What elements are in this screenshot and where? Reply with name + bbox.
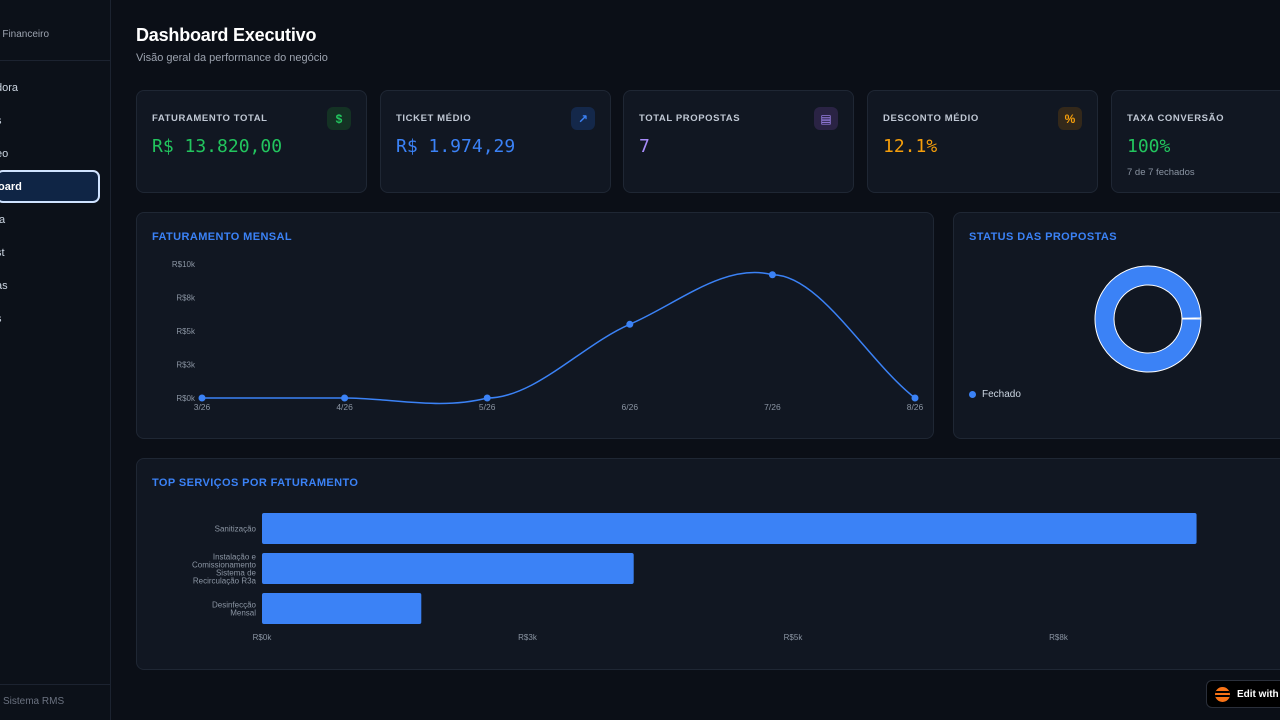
sidebar: e Financeiro dora s eo oard ta st as s S…: [0, 0, 111, 720]
page-title: Dashboard Executivo: [136, 25, 317, 45]
x-tick-label: 5/26: [479, 402, 496, 412]
sidebar-item-5[interactable]: ta: [0, 203, 100, 236]
x-tick-label: 3/26: [194, 402, 211, 412]
bar: [262, 513, 1197, 544]
bar: [262, 553, 634, 584]
data-point: [768, 271, 776, 279]
kpi-card-conversao: TAXA CONVERSÃO 100% 7 de 7 fechados: [1111, 90, 1280, 193]
data-point: [341, 394, 349, 402]
top-services-panel: TOP SERVIÇOS POR FATURAMENTO Sanitização…: [136, 458, 1280, 670]
x-tick-label: R$0k: [253, 633, 273, 642]
sidebar-item-label: dora: [0, 81, 19, 94]
sidebar-item-3[interactable]: eo: [0, 137, 100, 170]
kpi-value: R$ 1.974,29: [396, 136, 516, 157]
kpi-value: R$ 13.820,00: [152, 136, 283, 157]
x-tick-label: 7/26: [764, 402, 781, 412]
category-label-line: Desinfecção: [212, 601, 257, 610]
sidebar-item-8[interactable]: s: [0, 302, 100, 335]
y-tick-label: R$10k: [172, 260, 196, 269]
x-tick-label: 4/26: [336, 402, 353, 412]
sidebar-item-label: oard: [0, 180, 22, 193]
document-icon: ▤: [814, 107, 838, 130]
sidebar-item-dashboard[interactable]: oard: [0, 170, 100, 203]
percent-icon: %: [1058, 107, 1082, 130]
category-label-line: Mensal: [230, 609, 256, 618]
category-label-line: Instalação e: [213, 553, 257, 562]
x-tick-label: 8/26: [907, 402, 924, 412]
bar: [262, 593, 422, 624]
kpi-label: FATURAMENTO TOTAL: [152, 113, 268, 124]
kpi-card-propostas: TOTAL PROPOSTAS ▤ 7: [623, 90, 854, 193]
category-label-line: Recirculação R3a: [193, 577, 257, 586]
monthly-revenue-panel: FATURAMENTO MENSAL R$0k R$3k R$5k R$8k R$10k…: [136, 212, 934, 439]
y-tick-label: R$5k: [176, 327, 196, 336]
kpi-subtext: 7 de 7 fechados: [1127, 167, 1195, 178]
x-tick-label: R$5k: [784, 633, 804, 642]
sidebar-item-2[interactable]: s: [0, 104, 100, 137]
legend-item: Fechado: [969, 389, 1021, 400]
sidebar-item-label: as: [0, 279, 8, 292]
line-chart: R$0k R$3k R$5k R$8k R$10k 3/26 4/26 5/26 6/26 7/2…: [172, 260, 924, 412]
sidebar-item-1[interactable]: dora: [0, 71, 100, 104]
kpi-card-desconto: DESCONTO MÉDIO % 12.1%: [867, 90, 1098, 193]
sidebar-footer: Sistema RMS: [3, 696, 65, 707]
kpi-label: DESCONTO MÉDIO: [883, 113, 979, 124]
kpi-card-faturamento: FATURAMENTO TOTAL $ R$ 13.820,00: [136, 90, 367, 193]
edit-with-button[interactable]: Edit with: [1206, 680, 1280, 708]
sidebar-item-label: s: [0, 313, 2, 325]
sidebar-item-7[interactable]: as: [0, 269, 100, 302]
category-label: Instalação e Comissionamento Sistema de Rec…: [192, 553, 257, 586]
pie-slice: [1094, 265, 1202, 373]
divider: [0, 684, 111, 685]
y-tick-label: R$8k: [176, 294, 196, 303]
kpi-label: TAXA CONVERSÃO: [1127, 113, 1225, 124]
panel-title: STATUS DAS PROPOSTAS: [969, 231, 1117, 243]
x-tick-label: 6/26: [622, 402, 639, 412]
x-tick-label: R$3k: [518, 633, 538, 642]
panel-title: TOP SERVIÇOS POR FATURAMENTO: [152, 477, 359, 489]
data-point: [911, 394, 919, 402]
sidebar-brand: e Financeiro: [0, 29, 50, 40]
category-label: Desinfecção Mensal: [212, 601, 257, 618]
category-label: Sanitização: [215, 525, 257, 534]
series-line: [201, 271, 916, 405]
y-tick-label: R$0k: [176, 394, 196, 403]
edit-with-label: Edit with: [1237, 688, 1279, 700]
sidebar-item-6[interactable]: st: [0, 236, 100, 269]
panel-title: FATURAMENTO MENSAL: [152, 231, 293, 243]
kpi-value: 7: [639, 136, 650, 157]
data-point: [626, 320, 634, 328]
kpi-value: 12.1%: [883, 136, 938, 157]
donut-chart: [1094, 265, 1202, 373]
sidebar-item-label: s: [0, 115, 2, 127]
logo-icon: [1215, 686, 1230, 702]
data-point: [483, 394, 491, 402]
legend-swatch: [969, 391, 976, 398]
category-label-line: Sistema de: [216, 569, 257, 578]
category-label-line: Comissionamento: [192, 561, 257, 570]
bar-chart: Sanitização Instalação e Comissionamento Si…: [192, 513, 1197, 642]
kpi-label: TOTAL PROPOSTAS: [639, 113, 741, 124]
kpi-label: TICKET MÉDIO: [396, 113, 472, 124]
sidebar-item-label: st: [0, 246, 5, 259]
y-tick-label: R$3k: [176, 361, 196, 370]
kpi-card-ticket: TICKET MÉDIO ↗ R$ 1.974,29: [380, 90, 611, 193]
x-tick-label: R$8k: [1049, 633, 1069, 642]
legend-label: Fechado: [982, 389, 1021, 400]
category-label-line: Sanitização: [215, 525, 257, 534]
divider: [0, 60, 111, 61]
dollar-icon: $: [327, 107, 351, 130]
sidebar-item-label: ta: [0, 213, 6, 226]
data-point: [198, 394, 206, 402]
kpi-value: 100%: [1127, 136, 1171, 157]
trending-up-icon: ↗: [571, 107, 595, 130]
page-subtitle: Visão geral da performance do negócio: [136, 52, 328, 64]
sidebar-item-label: eo: [0, 147, 9, 160]
status-panel: STATUS DAS PROPOSTAS Fechado: [953, 212, 1280, 439]
